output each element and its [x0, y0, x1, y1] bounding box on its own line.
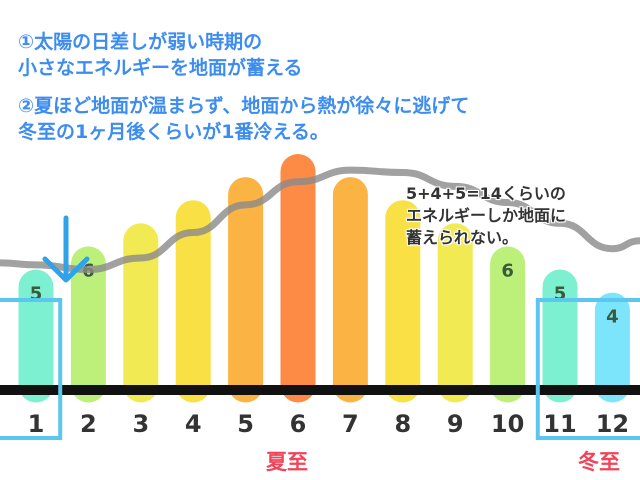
tick-label-month-7: 7: [342, 410, 359, 438]
temperature-curve: [0, 166, 640, 274]
tick-label-month-12: 12: [596, 410, 629, 438]
x-tick-labels: 1 2 3 4 5 6 7 8 9 10 11 12: [28, 410, 629, 438]
winter-solstice-label: 冬至: [578, 450, 620, 474]
note-line-4: 冬至の1ヶ月後くらいが1番冷える。: [18, 121, 329, 143]
tick-label-month-6: 6: [290, 410, 307, 438]
side-note-line-1: 5+4+5=14くらいの: [406, 184, 566, 203]
highlight-box-months-11-12: [535, 298, 640, 440]
tick-label-month-11: 11: [543, 410, 576, 438]
highlight-boxes: [0, 298, 640, 440]
bar-month-2: [70, 246, 106, 403]
note-line-1: ①太陽の日差しが弱い時期の: [18, 31, 263, 53]
bar-month-7: [332, 177, 368, 403]
summer-solstice-label: 夏至: [266, 450, 308, 474]
tick-label-month-5: 5: [237, 410, 254, 438]
bar-month-10: [490, 246, 526, 403]
bars-group: 56 654: [18, 154, 630, 403]
tick-label-month-4: 4: [185, 410, 202, 438]
tick-label-month-10: 10: [491, 410, 524, 438]
data-label-month-12: 4: [606, 307, 619, 328]
baseline: [0, 385, 640, 395]
bar-month-8: [385, 200, 421, 403]
bar-month-1: [18, 269, 54, 403]
note-line-2: 小さなエネルギーを地面が蓄える: [18, 57, 303, 79]
note-line-3: ②夏ほど地面が温まらず、地面から熱が徐々に逃げて: [18, 95, 470, 117]
tick-label-month-1: 1: [28, 410, 45, 438]
highlight-box-months-1: [0, 298, 63, 440]
side-note-line-2: エネルギーしか地面に: [406, 206, 567, 225]
tick-label-month-8: 8: [394, 410, 411, 438]
bar-month-3: [123, 223, 159, 403]
bar-month-9: [437, 223, 473, 403]
down-arrow-icon: [42, 215, 90, 283]
tick-label-month-9: 9: [447, 410, 464, 438]
bar-month-12: [594, 292, 630, 403]
bar-month-5: [228, 177, 264, 403]
tick-label-month-2: 2: [80, 410, 97, 438]
bar-month-11: [542, 269, 578, 403]
data-label-month-10: 6: [501, 260, 514, 281]
bar-month-4: [175, 200, 211, 403]
bar-month-6: [280, 154, 316, 403]
side-note-line-3: 蓄えられない。: [406, 228, 519, 247]
tick-label-month-3: 3: [132, 410, 149, 438]
